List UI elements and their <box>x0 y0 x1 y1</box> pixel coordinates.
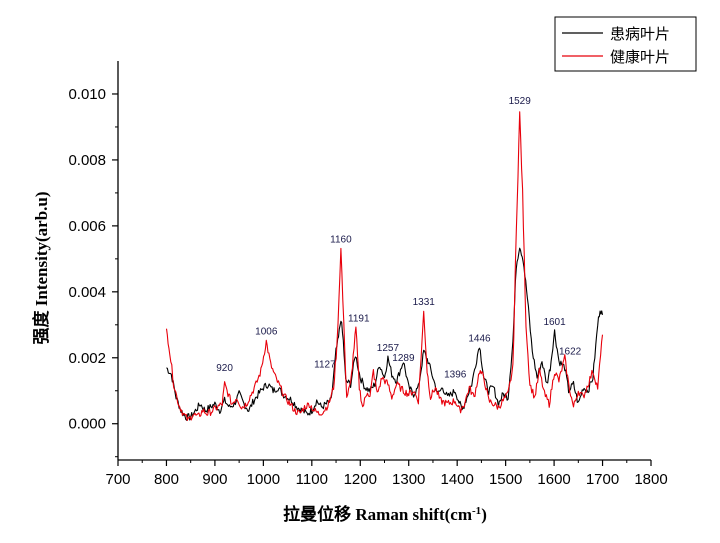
x-tick-label: 1200 <box>344 471 377 488</box>
x-tick-label: 1300 <box>392 471 425 488</box>
x-tick-label: 700 <box>105 471 130 488</box>
x-axis-title: 拉曼位移 Raman shift(cm-1) <box>283 504 487 524</box>
peak-label: 1622 <box>559 346 582 357</box>
y-tick-label: 0.004 <box>68 284 106 301</box>
x-tick-label: 1400 <box>440 471 473 488</box>
axes: 700 800 900 1000 1100 1200 1300 1400 1500 1600 170… <box>68 61 668 488</box>
y-tick-label: 0.008 <box>68 152 106 169</box>
y-axis-title: 强度 Intensity(arb.u) <box>31 191 51 344</box>
x-axis-title-superscript: -1 <box>472 505 481 517</box>
peak-label: 1289 <box>392 353 415 364</box>
x-tick-label: 1500 <box>489 471 522 488</box>
peak-label: 1446 <box>468 333 491 344</box>
peak-label: 1160 <box>330 234 352 245</box>
peak-label: 1331 <box>413 297 436 308</box>
series-layer <box>165 111 604 422</box>
x-tick-label: 1800 <box>634 471 667 488</box>
y-tick-label: 0.002 <box>68 350 106 367</box>
x-tick-label: 1600 <box>537 471 570 488</box>
peak-label: 1191 <box>348 314 370 325</box>
peak-label: 1127 <box>314 360 336 371</box>
legend: 患病叶片 健康叶片 <box>554 16 697 72</box>
peak-label: 1396 <box>444 370 467 381</box>
legend-label-series-1: 患病叶片 <box>610 25 670 43</box>
x-axis-title-end: ) <box>481 505 487 524</box>
x-tick-label: 1000 <box>247 471 280 488</box>
legend-box <box>554 16 697 72</box>
y-tick-label: 0.010 <box>68 86 106 103</box>
peak-label: 1006 <box>255 327 278 338</box>
peak-label: 1601 <box>543 317 566 328</box>
series-line-1 <box>166 247 604 421</box>
peak-label: 1257 <box>377 343 400 354</box>
y-tick-label: 0.006 <box>68 218 106 235</box>
x-axis-title-main: 拉曼位移 Raman shift(cm <box>283 504 472 524</box>
x-tick-label: 900 <box>202 471 227 488</box>
peak-label: 920 <box>216 363 233 374</box>
x-tick-label: 1100 <box>296 471 328 488</box>
peak-label: 1529 <box>509 96 532 107</box>
x-tick-label: 1700 <box>586 471 619 488</box>
series-line-2 <box>165 111 604 422</box>
x-tick-label: 800 <box>154 471 179 488</box>
y-tick-label: 0.000 <box>68 416 106 433</box>
legend-label-series-2: 健康叶片 <box>610 48 670 66</box>
